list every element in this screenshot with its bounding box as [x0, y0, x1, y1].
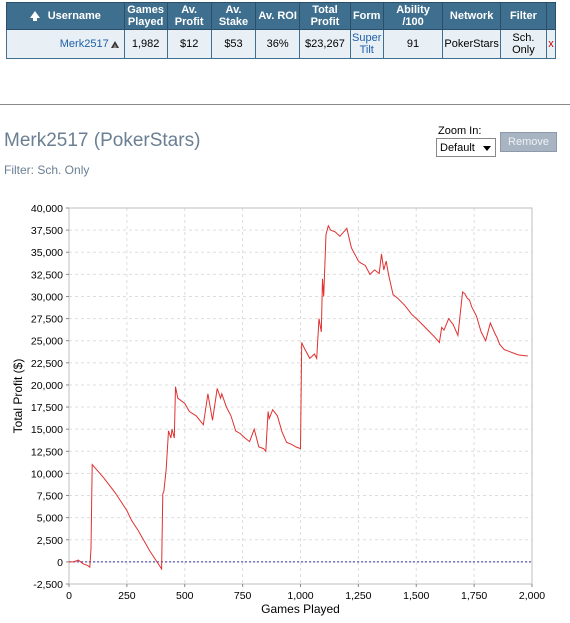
y-tick-label: -2,500 [33, 579, 63, 591]
x-tick-label: 500 [176, 590, 194, 602]
table-header-row: Username Games Played Av. Profit Av. Sta… [6, 2, 557, 30]
x-tick-label: 1,750 [461, 590, 487, 602]
poker-room-icon [110, 40, 119, 48]
col-username[interactable]: Username [6, 2, 125, 30]
col-filter[interactable]: Filter [499, 2, 547, 30]
cell-network: PokerStars [442, 29, 501, 59]
y-tick-label: 0 [57, 557, 63, 569]
cell-ability: 91 [382, 29, 444, 59]
y-tick-label: 32,500 [31, 269, 63, 281]
sort-up-icon[interactable] [29, 10, 40, 21]
zoom-select[interactable]: Default [436, 138, 496, 157]
remove-row-button[interactable]: x [548, 38, 554, 50]
cell-remove: x [545, 29, 557, 59]
col-games-played[interactable]: Games Played [123, 2, 168, 30]
username-link[interactable]: Merk2517 [59, 38, 109, 50]
y-tick-label: 40,000 [31, 203, 63, 215]
cell-games-played: 1,982 [123, 29, 168, 59]
x-tick-label: 1,500 [403, 590, 429, 602]
y-tick-label: 37,500 [31, 225, 63, 237]
profit-series-line [69, 224, 528, 571]
y-tick-label: 2,500 [37, 535, 63, 547]
col-av-stake[interactable]: Av. Stake [210, 2, 257, 30]
col-av-profit[interactable]: Av. Profit [166, 2, 212, 30]
x-tick-label: 0 [66, 590, 72, 602]
y-tick-label: 7,500 [37, 491, 63, 503]
x-tick-label: 250 [118, 590, 136, 602]
col-ability[interactable]: Ability /100 [382, 2, 444, 30]
y-tick-label: 17,500 [31, 402, 63, 414]
col-form[interactable]: Form [349, 2, 384, 30]
remove-button[interactable]: Remove [500, 132, 557, 152]
chevron-down-icon [483, 146, 491, 151]
section-divider [0, 104, 570, 105]
y-tick-label: 5,000 [37, 513, 63, 525]
page-title: Merk2517 (PokerStars) [4, 130, 201, 151]
x-tick-label: 1,000 [287, 590, 313, 602]
y-tick-label: 12,500 [31, 446, 63, 458]
x-tick-label: 750 [234, 590, 252, 602]
y-tick-label: 27,500 [31, 314, 63, 326]
y-tick-label: 25,000 [31, 336, 63, 348]
x-tick-label: 1,250 [345, 590, 371, 602]
cell-form: Super Tilt [349, 29, 384, 59]
cell-username: Merk2517 [6, 29, 125, 59]
y-axis-label: Total Profit ($) [11, 359, 25, 434]
zoom-label: Zoom In: [438, 125, 482, 137]
y-tick-label: 20,000 [31, 380, 63, 392]
col-remove [545, 2, 557, 30]
stats-table: Username Games Played Av. Profit Av. Sta… [6, 2, 557, 59]
form-link[interactable]: Super Tilt [352, 32, 382, 56]
y-tick-label: 22,500 [31, 358, 63, 370]
y-tick-label: 35,000 [31, 247, 63, 259]
cell-total-profit: $23,267 [299, 29, 351, 59]
cell-filter: Sch. Only [499, 29, 547, 59]
cell-av-roi: 36% [255, 29, 301, 59]
cell-av-stake: $53 [210, 29, 257, 59]
col-av-roi[interactable]: Av. ROI [255, 2, 301, 30]
x-axis-label: Games Played [261, 602, 340, 616]
col-total-profit[interactable]: Total Profit [299, 2, 351, 30]
y-tick-label: 15,000 [31, 424, 63, 436]
col-network[interactable]: Network [442, 2, 501, 30]
cell-av-profit: $12 [166, 29, 212, 59]
y-tick-label: 10,000 [31, 468, 63, 480]
filter-text: Filter: Sch. Only [4, 163, 90, 177]
x-tick-label: 2,000 [519, 590, 545, 602]
y-tick-label: 30,000 [31, 291, 63, 303]
zoom-selected-value: Default [440, 142, 475, 154]
table-row: Merk2517 1,982 $12 $53 36% $23,267 Super… [6, 29, 557, 59]
profit-chart: -2,50002,5005,0007,50010,00012,50015,000… [11, 203, 545, 616]
